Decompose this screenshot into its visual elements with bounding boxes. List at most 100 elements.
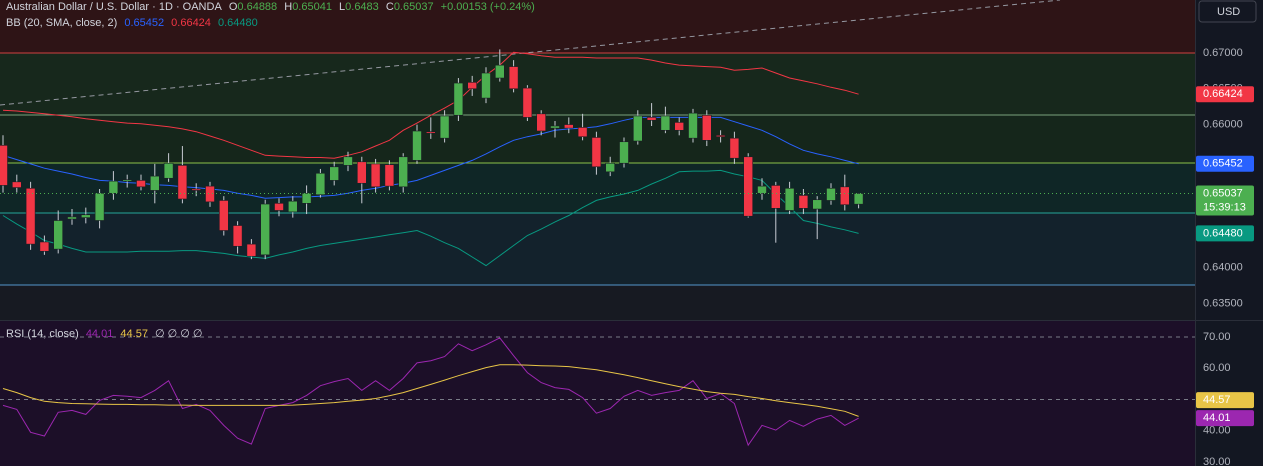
candle-body xyxy=(522,87,533,118)
bb-basis-badge: 0.65452 xyxy=(1203,158,1243,170)
candle-body xyxy=(329,166,340,181)
candle-body xyxy=(743,156,754,217)
candle-body xyxy=(605,162,616,173)
rsi-name: RSI (14, close) xyxy=(6,328,79,340)
bb-legend: BB (20, SMA, close, 2) 0.65452 0.66424 0… xyxy=(6,17,262,29)
ohlc-value: 0.65037 xyxy=(393,1,434,13)
y-tick-label: 30.00 xyxy=(1203,456,1231,466)
candle-body xyxy=(232,225,243,247)
candle-body xyxy=(688,112,698,139)
candle-body xyxy=(163,162,174,179)
ohlc-label: C xyxy=(385,1,394,13)
y-tick-label: 0.64000 xyxy=(1203,262,1243,274)
symbol-title: Australian Dollar / U.S. Dollar · 1D · O… xyxy=(6,1,222,13)
zone xyxy=(0,53,1195,115)
candle-body xyxy=(536,113,547,132)
change: +0.00153 (+0.24%) xyxy=(440,1,535,13)
candle-body xyxy=(853,193,864,205)
ohlc-value: 0.65041 xyxy=(292,1,332,13)
candle-body xyxy=(12,181,22,188)
candle-body xyxy=(205,185,215,203)
candle-body xyxy=(94,192,105,221)
bb-value: 0.65452 xyxy=(124,17,165,29)
candle-body xyxy=(494,64,505,79)
bb-value: 0.66424 xyxy=(171,17,211,29)
candle-body xyxy=(577,127,588,138)
candle-body xyxy=(39,241,50,252)
candle-body xyxy=(343,156,353,166)
candle-body xyxy=(274,203,284,211)
candle-body xyxy=(439,115,450,139)
rsi-ma-value: 44.57 xyxy=(120,328,148,340)
rsi-line xyxy=(2,337,859,447)
ohlc-value: 0.6483 xyxy=(345,1,379,13)
candle-body xyxy=(453,82,464,116)
currency-button[interactable] xyxy=(1198,0,1257,23)
rsi-badge-bg xyxy=(1196,392,1254,409)
candle-body xyxy=(563,124,574,129)
bb-value: 0.64480 xyxy=(217,17,258,29)
candle-body xyxy=(715,135,726,138)
rsi-legend: RSI (14, close) 44.01 44.57 ∅ ∅ ∅ ∅ xyxy=(6,327,207,340)
candle-body xyxy=(674,122,685,131)
candle-body xyxy=(191,188,201,191)
zone xyxy=(0,0,1195,53)
candle-body xyxy=(0,145,8,186)
candle-body xyxy=(798,195,809,209)
candle-body xyxy=(619,141,629,164)
rsi-extra: ∅ ∅ ∅ ∅ xyxy=(155,328,203,340)
y-tick-label: 0.66000 xyxy=(1203,118,1243,130)
y-tick-label: 40.00 xyxy=(1203,425,1231,437)
candle-body xyxy=(757,185,767,194)
candle-body xyxy=(784,187,795,211)
candle-body xyxy=(384,164,395,187)
candle-body xyxy=(591,137,602,168)
candle-body xyxy=(550,125,560,129)
bb-lower xyxy=(2,169,859,267)
candle-body xyxy=(356,161,367,184)
candle-body xyxy=(177,165,188,200)
currency-label[interactable]: USD xyxy=(1217,6,1240,18)
candle-body xyxy=(53,220,64,250)
candle-body xyxy=(108,180,119,194)
candle-body xyxy=(839,186,850,206)
candle-body xyxy=(287,200,298,213)
price-badge: 0.65037 xyxy=(1203,187,1243,199)
rsi-badge: 44.01 xyxy=(1203,412,1231,424)
candle-body xyxy=(660,115,671,131)
y-tick-label: 60.00 xyxy=(1203,362,1231,374)
candle-body xyxy=(398,156,409,188)
candle-body xyxy=(826,187,836,201)
bb-lower-badge: 0.64480 xyxy=(1203,227,1243,239)
candle-body xyxy=(136,180,146,188)
candle-body xyxy=(122,179,132,182)
ohlc-label: L xyxy=(339,1,346,13)
bb-name: BB (20, SMA, close, 2) xyxy=(6,17,118,29)
candle-body xyxy=(812,199,823,210)
bb-lower-badge-bg xyxy=(1196,225,1254,242)
ohlc-value: 0.64888 xyxy=(237,1,278,13)
candle-body xyxy=(729,137,740,159)
countdown: 15:39:13 xyxy=(1203,201,1246,213)
candle-body xyxy=(481,72,491,99)
candle-body xyxy=(508,66,519,90)
candle-body xyxy=(301,192,312,204)
bb-upper-badge: 0.66424 xyxy=(1203,88,1243,100)
candle-body xyxy=(67,216,77,220)
candle-body xyxy=(412,130,422,161)
rsi-line xyxy=(2,364,859,417)
candle-body xyxy=(246,243,257,257)
price-badge-bg xyxy=(1196,185,1254,216)
candle-body xyxy=(81,214,91,218)
candle-body xyxy=(25,187,36,245)
zone xyxy=(0,285,1195,320)
candle-body xyxy=(632,115,643,142)
trend-line xyxy=(0,0,1061,106)
rsi-pane xyxy=(0,321,1195,466)
candle-body xyxy=(150,175,160,191)
symbol-legend: Australian Dollar / U.S. Dollar · 1D · O… xyxy=(6,1,539,13)
candle-body xyxy=(701,114,712,141)
ohlc-label: O xyxy=(228,1,238,13)
